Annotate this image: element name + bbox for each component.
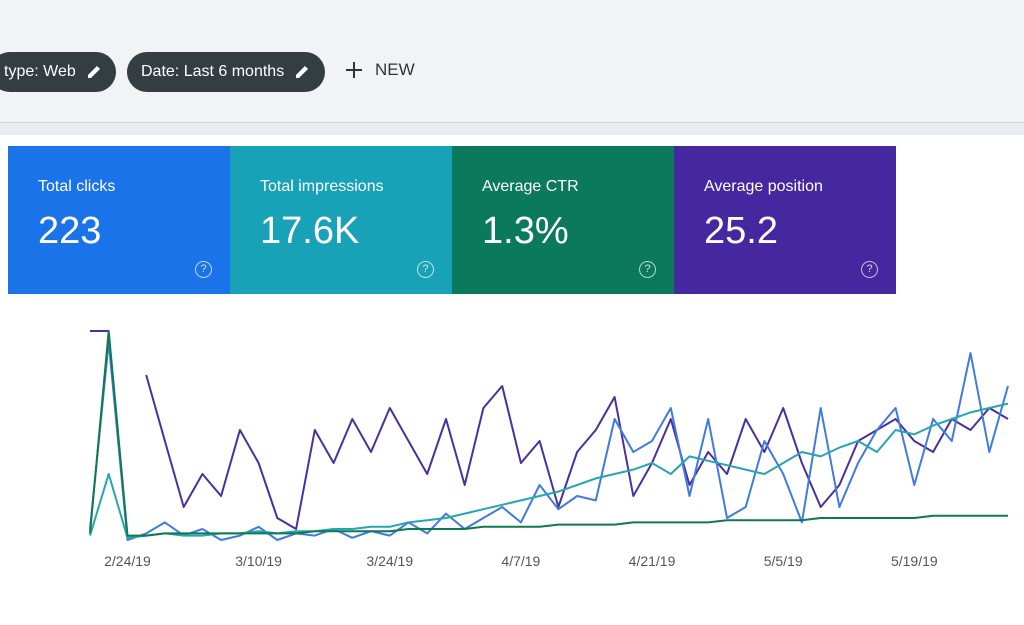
- filter-chip[interactable]: Date: Last 6 months: [127, 52, 325, 92]
- metric-value: 223: [38, 210, 102, 252]
- chip-label: type: Web: [4, 63, 76, 80]
- plus-icon: [346, 62, 362, 78]
- series-line: [89, 330, 1008, 537]
- x-tick-label: 4/21/19: [629, 553, 676, 569]
- metric-card[interactable]: Average CTR 1.3%?: [452, 146, 674, 294]
- x-tick-label: 4/7/19: [501, 553, 540, 569]
- help-icon: ?: [639, 261, 656, 278]
- series-line: [89, 341, 1009, 541]
- edit-icon: [87, 66, 100, 78]
- metric-card[interactable]: Total clicks 223?: [8, 146, 230, 294]
- x-tick-label: 5/5/19: [764, 553, 803, 569]
- new-filter-button[interactable]: NEW: [345, 60, 415, 80]
- chip-label: Date: Last 6 months: [141, 63, 285, 80]
- x-tick-label: 3/10/19: [235, 553, 282, 569]
- metric-value: 1.3%: [482, 210, 569, 252]
- metric-card[interactable]: Total impressions 17.6K?: [230, 146, 452, 294]
- metric-cards: Total clicks 223? Total impressions 17.6K? A…: [8, 146, 896, 294]
- x-tick-label: 2/24/19: [104, 553, 151, 569]
- metric-label: Total impressions: [260, 178, 384, 195]
- help-icon: ?: [417, 261, 434, 278]
- metric-value: 25.2: [704, 210, 778, 252]
- metric-label: Average CTR: [482, 178, 579, 195]
- metric-label: Total clicks: [38, 178, 116, 195]
- edit-icon: [296, 66, 309, 78]
- help-icon: ?: [861, 261, 878, 278]
- x-tick-label: 3/24/19: [366, 553, 413, 569]
- metric-card[interactable]: Average position 25.2?: [674, 146, 896, 294]
- button-label: NEW: [375, 60, 415, 79]
- metric-value: 17.6K: [260, 210, 360, 252]
- filter-chip[interactable]: type: Web: [0, 52, 116, 92]
- x-tick-label: 5/19/19: [891, 553, 938, 569]
- toolbar: type: Web Date: Last 6 months NEW: [0, 0, 1024, 123]
- help-icon: ?: [195, 261, 212, 278]
- series-line: [90, 330, 1009, 530]
- metric-label: Average position: [704, 178, 823, 195]
- chart: 2/24/19 3/10/19 3/24/19 4/7/19 4/21/19 5/5/19…: [89, 330, 1009, 569]
